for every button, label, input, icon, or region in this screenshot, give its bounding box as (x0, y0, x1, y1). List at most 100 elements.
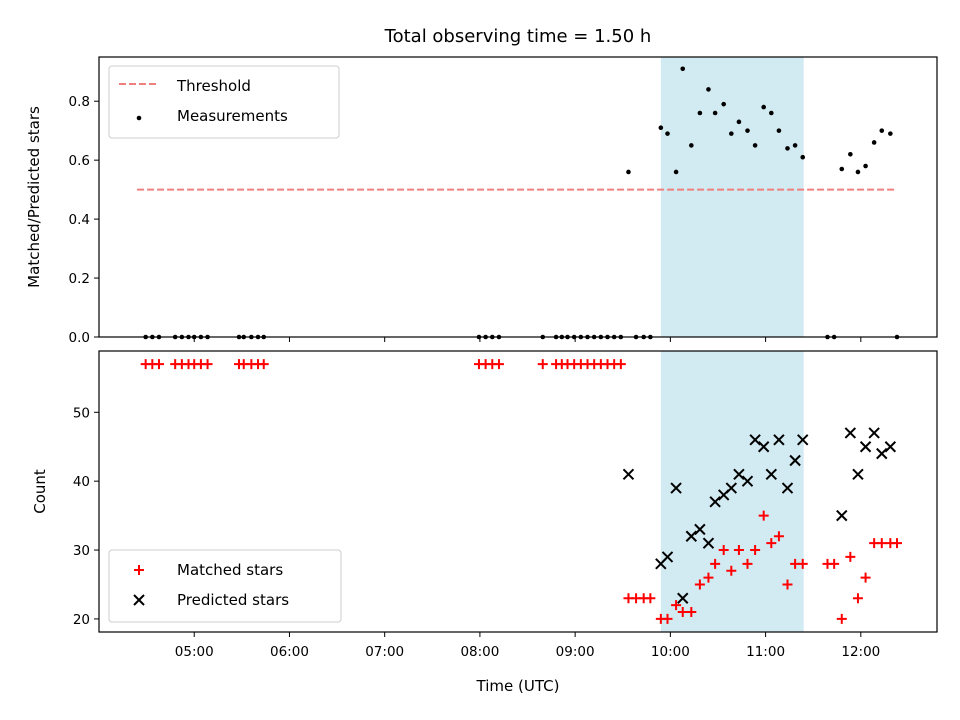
y-tick-label: 0.0 (69, 330, 90, 346)
data-point (729, 131, 734, 136)
data-point (706, 87, 711, 92)
data-point (733, 545, 744, 556)
data-point (742, 558, 753, 569)
data-point (703, 572, 714, 583)
legend-label: Matched stars (177, 561, 283, 579)
x-tick-label: 08:00 (460, 644, 499, 660)
x-tick-label: 09:00 (556, 644, 595, 660)
data-point (202, 359, 213, 370)
data-point (665, 131, 670, 136)
data-point (892, 538, 903, 549)
y-tick-label: 0.6 (69, 153, 90, 169)
data-point (876, 538, 887, 549)
data-point (776, 128, 782, 133)
data-point (686, 607, 697, 618)
legend-marker (136, 115, 142, 121)
plot-frame (98, 56, 938, 338)
data-point (685, 530, 698, 542)
y-tick-label: 40 (73, 474, 90, 490)
data-point (852, 593, 863, 604)
data-point (785, 146, 790, 151)
data-point (855, 169, 861, 175)
data-point (537, 359, 548, 370)
legend: Threshold Measurements (108, 65, 340, 139)
legend: Matched stars Predicted stars (108, 549, 342, 623)
data-point (749, 434, 761, 446)
x-tick-label: 07:00 (365, 644, 404, 660)
series-matched-stars (140, 359, 903, 624)
data-point (797, 434, 809, 446)
data-point (782, 579, 793, 590)
chart-title: Total observing time = 1.50 h (384, 26, 652, 47)
data-point (741, 475, 754, 487)
data-point (153, 359, 164, 370)
data-point (758, 510, 769, 521)
data-point (792, 143, 798, 148)
data-point (879, 128, 885, 133)
data-point (689, 143, 694, 148)
y-tick-label: 50 (73, 405, 90, 421)
y-tick-label: 30 (73, 543, 90, 559)
data-point (671, 600, 682, 611)
data-point (761, 104, 766, 110)
data-point (710, 558, 721, 569)
data-point (709, 496, 721, 508)
data-point (766, 538, 777, 549)
data-point (673, 169, 679, 175)
panel-1: 0.0 0.2 0.4 0.6 0.8 Matched/Predicted stars Th… (25, 56, 938, 346)
data-point (677, 592, 689, 604)
data-point (750, 545, 761, 556)
data-point (702, 537, 715, 549)
data-point (860, 572, 871, 583)
data-point (680, 66, 686, 72)
data-point (789, 454, 801, 467)
data-point (836, 613, 847, 624)
data-point (845, 551, 856, 562)
data-point (871, 140, 877, 145)
data-point (844, 427, 857, 439)
data-point (848, 151, 853, 157)
data-point (725, 482, 738, 494)
series-predicted-stars (622, 427, 897, 604)
data-point (721, 101, 726, 107)
data-point (718, 545, 729, 556)
data-point (859, 441, 872, 453)
panel-2: 20 30 40 50 05:00 06:00 07:00 08:00 09:00 10:00 11… (31, 350, 938, 695)
data-point (797, 558, 808, 569)
data-point (757, 441, 770, 453)
data-point (868, 427, 880, 439)
y-tick-label: 0.8 (69, 94, 90, 110)
plot-frame (98, 350, 938, 633)
data-point (839, 166, 845, 172)
data-point (493, 359, 504, 370)
x-tick-label: 05:00 (175, 644, 214, 660)
data-point (645, 593, 656, 604)
data-point (677, 607, 688, 618)
y-axis-label: Count (31, 469, 49, 514)
data-point (736, 119, 742, 125)
data-point (876, 447, 888, 460)
y-axis-label: Matched/Predicted stars (25, 106, 43, 288)
data-point (662, 613, 673, 624)
data-point (800, 154, 806, 160)
shaded-span (660, 57, 804, 337)
data-point (694, 579, 705, 590)
data-point (884, 441, 897, 453)
y-tick-label: 20 (73, 612, 90, 628)
legend-label: Threshold (176, 77, 251, 95)
x-tick-label: 10:00 (651, 644, 690, 660)
data-point (733, 468, 745, 480)
data-point (745, 128, 750, 133)
data-point (888, 131, 893, 136)
y-tick-label: 0.2 (69, 271, 90, 287)
legend-label: Predicted stars (177, 591, 289, 609)
legend-marker (133, 594, 145, 606)
x-tick-label: 12:00 (841, 644, 880, 660)
data-point (863, 163, 868, 169)
data-point (712, 110, 718, 116)
data-point (622, 468, 635, 480)
data-point (697, 110, 703, 116)
x-tick-label: 11:00 (746, 644, 785, 660)
x-axis-label: Time (UTC) (476, 677, 560, 695)
